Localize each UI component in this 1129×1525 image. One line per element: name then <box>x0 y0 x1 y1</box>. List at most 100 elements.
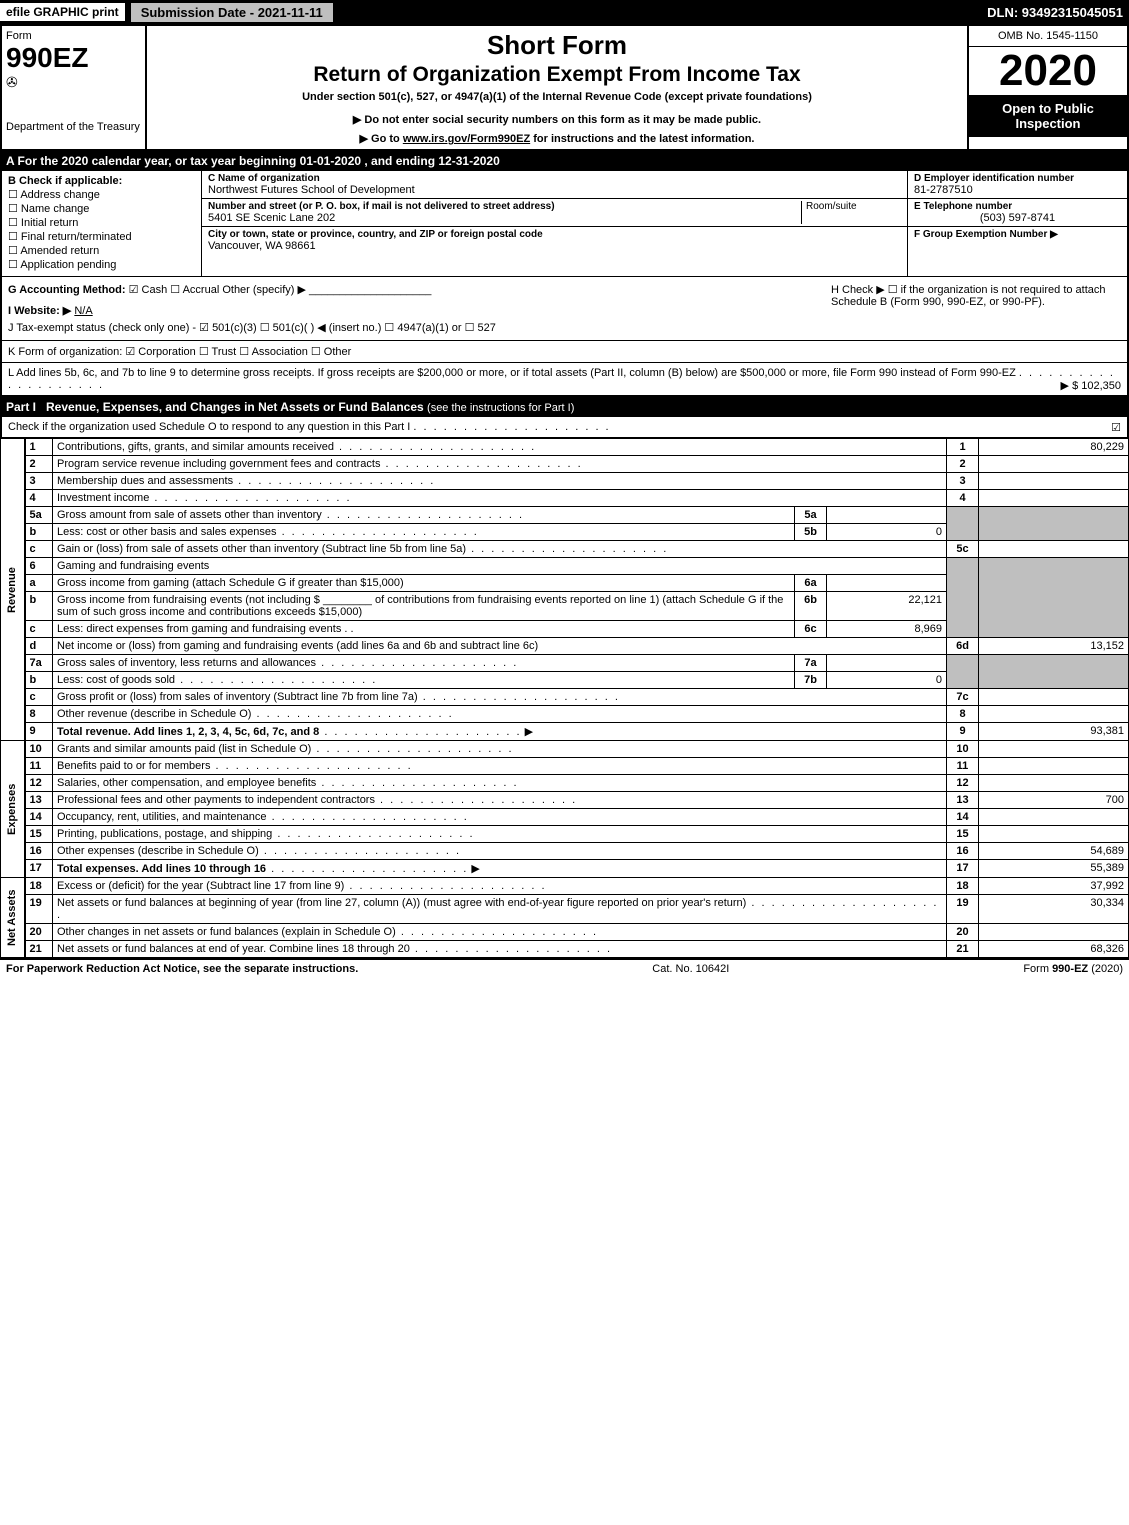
grey-5-amt <box>979 507 1129 541</box>
ln6c-num: c <box>25 621 53 638</box>
ln6-desc: Gaming and fundraising events <box>53 558 947 575</box>
footer-right: Form 990-EZ (2020) <box>1023 963 1123 975</box>
chk-final-return[interactable]: Final return/terminated <box>8 230 195 243</box>
ln2-num: 2 <box>25 456 53 473</box>
chk-name-change[interactable]: Name change <box>8 202 195 215</box>
header-left: Form 990EZ ✇ Department of the Treasury <box>2 26 147 149</box>
chk-application-pending[interactable]: Application pending <box>8 258 195 271</box>
page-footer: For Paperwork Reduction Act Notice, see … <box>0 958 1129 978</box>
ln1-box: 1 <box>947 439 979 456</box>
ln11-amt <box>979 758 1129 775</box>
ln6b-sv: 22,121 <box>827 592 947 621</box>
room-suite-label: Room/suite <box>801 201 901 224</box>
ln21-desc: Net assets or fund balances at end of ye… <box>57 943 612 955</box>
ln11-desc: Benefits paid to or for members <box>57 760 413 772</box>
form-word: Form <box>6 30 141 42</box>
ln7a-sv <box>827 655 947 672</box>
ln1-num: 1 <box>25 439 53 456</box>
ln9-box: 9 <box>947 723 979 741</box>
i-website: I Website: ▶ N/A <box>8 304 831 317</box>
ln11-num: 11 <box>25 758 53 775</box>
g-other: Other (specify) ▶ <box>222 284 306 296</box>
bar-a-tax-year: A For the 2020 calendar year, or tax yea… <box>0 151 1129 171</box>
col-b-checkboxes: B Check if applicable: Address change Na… <box>2 171 202 276</box>
col-c-org-info: C Name of organization Northwest Futures… <box>202 171 907 276</box>
ln7b-sv: 0 <box>827 672 947 689</box>
chk-address-change[interactable]: Address change <box>8 188 195 201</box>
ln20-amt <box>979 924 1129 941</box>
ln7c-box: 7c <box>947 689 979 706</box>
ln4-amt <box>979 490 1129 507</box>
ln7c-desc: Gross profit or (loss) from sales of inv… <box>57 691 620 703</box>
c-name-label: C Name of organization <box>208 173 901 184</box>
ln7b-desc: Less: cost of goods sold <box>57 674 377 686</box>
ln10-amt <box>979 741 1129 758</box>
ln5c-desc: Gain or (loss) from sale of assets other… <box>57 543 668 555</box>
block-bcd: B Check if applicable: Address change Na… <box>0 171 1129 277</box>
k-form-org: K Form of organization: ☑ Corporation ☐ … <box>0 341 1129 363</box>
ln4-box: 4 <box>947 490 979 507</box>
ln5c-num: c <box>25 541 53 558</box>
ln7a-num: 7a <box>25 655 53 672</box>
j-tax-exempt: J Tax-exempt status (check only one) - ☑… <box>8 321 831 334</box>
ln11-box: 11 <box>947 758 979 775</box>
side-revenue: Revenue <box>1 439 25 741</box>
ln17-desc: Total expenses. Add lines 10 through 16 <box>57 863 266 875</box>
top-bar: efile GRAPHIC print Submission Date - 20… <box>0 0 1129 24</box>
header-right: OMB No. 1545-1150 2020 Open to Public In… <box>967 26 1127 149</box>
title-short-form: Short Form <box>153 30 961 61</box>
goto-post: for instructions and the latest informat… <box>530 133 754 145</box>
l-amount: ▶ $ 102,350 <box>1061 379 1121 392</box>
ln19-num: 19 <box>25 895 53 924</box>
chk-cash[interactable]: Cash <box>129 284 168 296</box>
ln10-num: 10 <box>25 741 53 758</box>
submission-date-button[interactable]: Submission Date - 2021-11-11 <box>129 1 335 24</box>
ln6b-desc: Gross income from fundraising events (no… <box>53 592 795 621</box>
ln3-desc: Membership dues and assessments <box>57 475 435 487</box>
goto-pre: ▶ Go to <box>360 133 403 145</box>
goto-link[interactable]: www.irs.gov/Form990EZ <box>403 133 530 145</box>
chk-schedule-o[interactable] <box>1111 421 1121 434</box>
ln7a-desc: Gross sales of inventory, less returns a… <box>57 657 518 669</box>
goto-text: ▶ Go to www.irs.gov/Form990EZ for instru… <box>153 132 961 145</box>
i-website-value: N/A <box>74 305 92 317</box>
ln5a-sb: 5a <box>795 507 827 524</box>
part-i-header: Part I Revenue, Expenses, and Changes in… <box>0 397 1129 417</box>
ln15-num: 15 <box>25 826 53 843</box>
ln13-box: 13 <box>947 792 979 809</box>
ln6c-sv: 8,969 <box>827 621 947 638</box>
ln20-box: 20 <box>947 924 979 941</box>
chk-initial-return[interactable]: Initial return <box>8 216 195 229</box>
chk-accrual[interactable]: Accrual <box>170 284 219 296</box>
ln6b-sb: 6b <box>795 592 827 621</box>
ln17-amt: 55,389 <box>979 860 1129 878</box>
dots-icon <box>266 863 468 875</box>
ln5b-num: b <box>25 524 53 541</box>
ln2-amt <box>979 456 1129 473</box>
ln4-desc: Investment income <box>57 492 352 504</box>
ln13-amt: 700 <box>979 792 1129 809</box>
ln14-num: 14 <box>25 809 53 826</box>
l-gross-receipts: L Add lines 5b, 6c, and 7b to line 9 to … <box>0 363 1129 397</box>
ln17-box: 17 <box>947 860 979 878</box>
l-text: L Add lines 5b, 6c, and 7b to line 9 to … <box>8 367 1016 379</box>
ln16-amt: 54,689 <box>979 843 1129 860</box>
ln7a-sb: 7a <box>795 655 827 672</box>
ln6b-num: b <box>25 592 53 621</box>
ln19-box: 19 <box>947 895 979 924</box>
side-expenses: Expenses <box>1 741 25 878</box>
ln16-num: 16 <box>25 843 53 860</box>
ln6d-box: 6d <box>947 638 979 655</box>
ln14-desc: Occupancy, rent, utilities, and maintena… <box>57 811 469 823</box>
footer-left: For Paperwork Reduction Act Notice, see … <box>6 963 358 975</box>
ein-value: 81-2787510 <box>914 184 1121 196</box>
efile-print-button[interactable]: efile GRAPHIC print <box>0 3 125 21</box>
ln7b-num: b <box>25 672 53 689</box>
tel-value: (503) 597-8741 <box>914 212 1121 224</box>
side-net-assets: Net Assets <box>1 878 25 958</box>
ln2-box: 2 <box>947 456 979 473</box>
ln5c-amt <box>979 541 1129 558</box>
ln17-num: 17 <box>25 860 53 878</box>
chk-amended-return[interactable]: Amended return <box>8 244 195 257</box>
under-section-text: Under section 501(c), 527, or 4947(a)(1)… <box>153 91 961 103</box>
